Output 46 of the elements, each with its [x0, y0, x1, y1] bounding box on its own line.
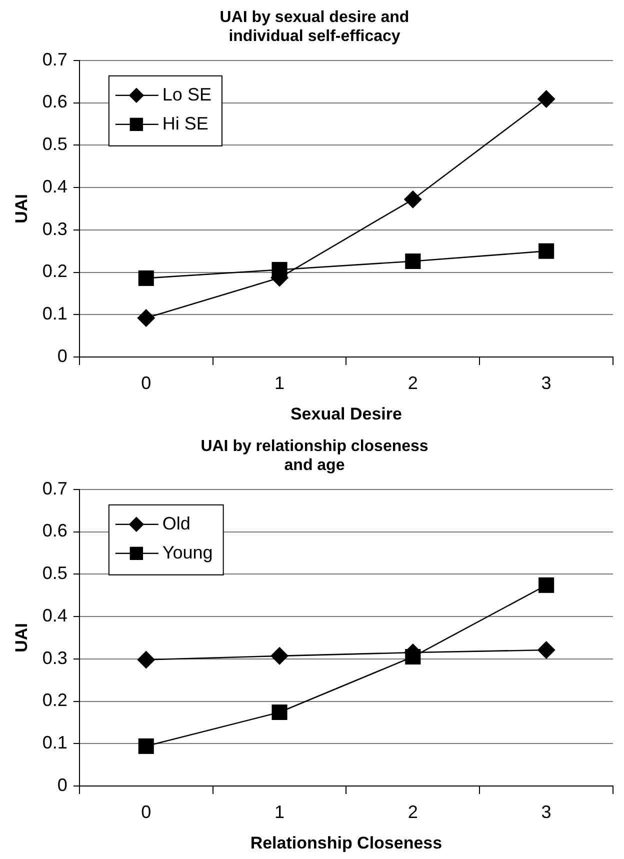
chart-title: UAI by sexual desire and individual self-efficacy [220, 9, 410, 46]
y-tick-label: 0.3 [42, 648, 68, 668]
y-tick-label: 0.2 [42, 690, 68, 710]
y-tick-label: 0.7 [42, 49, 68, 70]
legend-label: Hi SE [162, 113, 208, 134]
legend-label: Lo SE [162, 84, 212, 104]
y-tick-label: 0.2 [42, 261, 68, 282]
y-axis-title: UAI [12, 623, 31, 652]
point [538, 243, 554, 259]
x-tick-label: 3 [541, 372, 552, 393]
x-tick-label: 2 [408, 372, 418, 393]
y-tick-label: 0.6 [42, 520, 68, 541]
x-tick-label: 2 [408, 802, 418, 822]
y-tick-label: 0.3 [42, 218, 68, 239]
point [137, 650, 156, 669]
x-axis-title: Sexual Desire [290, 404, 402, 424]
x-tick-label: 1 [274, 802, 285, 822]
point [537, 90, 556, 108]
x-tick-label: 0 [141, 372, 152, 393]
y-tick-label: 0.6 [42, 92, 68, 112]
point [272, 704, 288, 720]
x-tick-label: 3 [541, 802, 552, 822]
y-tick-label: 0.1 [42, 304, 68, 324]
y-tick-label: 0.5 [42, 134, 68, 154]
y-tick-label: 0.4 [42, 605, 68, 626]
y-axis-title: UAI [12, 194, 31, 224]
point [137, 309, 156, 328]
point [270, 646, 289, 665]
chart-title: UAI by relationship closeness and age [200, 438, 428, 474]
y-tick-label: 0.4 [42, 176, 68, 196]
point [138, 738, 154, 754]
x-tick-label: 1 [274, 372, 285, 393]
y-tick-label: 0 [57, 346, 68, 366]
point [405, 253, 421, 270]
point [404, 190, 422, 208]
x-tick-label: 0 [141, 802, 152, 822]
y-tick-label: 0.1 [42, 732, 68, 753]
point [538, 577, 554, 593]
point [138, 270, 154, 286]
legend-label: Young [162, 542, 213, 562]
y-tick-label: 0 [57, 774, 68, 795]
legend-label: Old [162, 513, 190, 534]
point [537, 640, 556, 659]
y-tick-label: 0.7 [42, 478, 68, 498]
y-tick-label: 0.5 [42, 563, 68, 584]
x-axis-title: Relationship Closeness [250, 833, 442, 852]
